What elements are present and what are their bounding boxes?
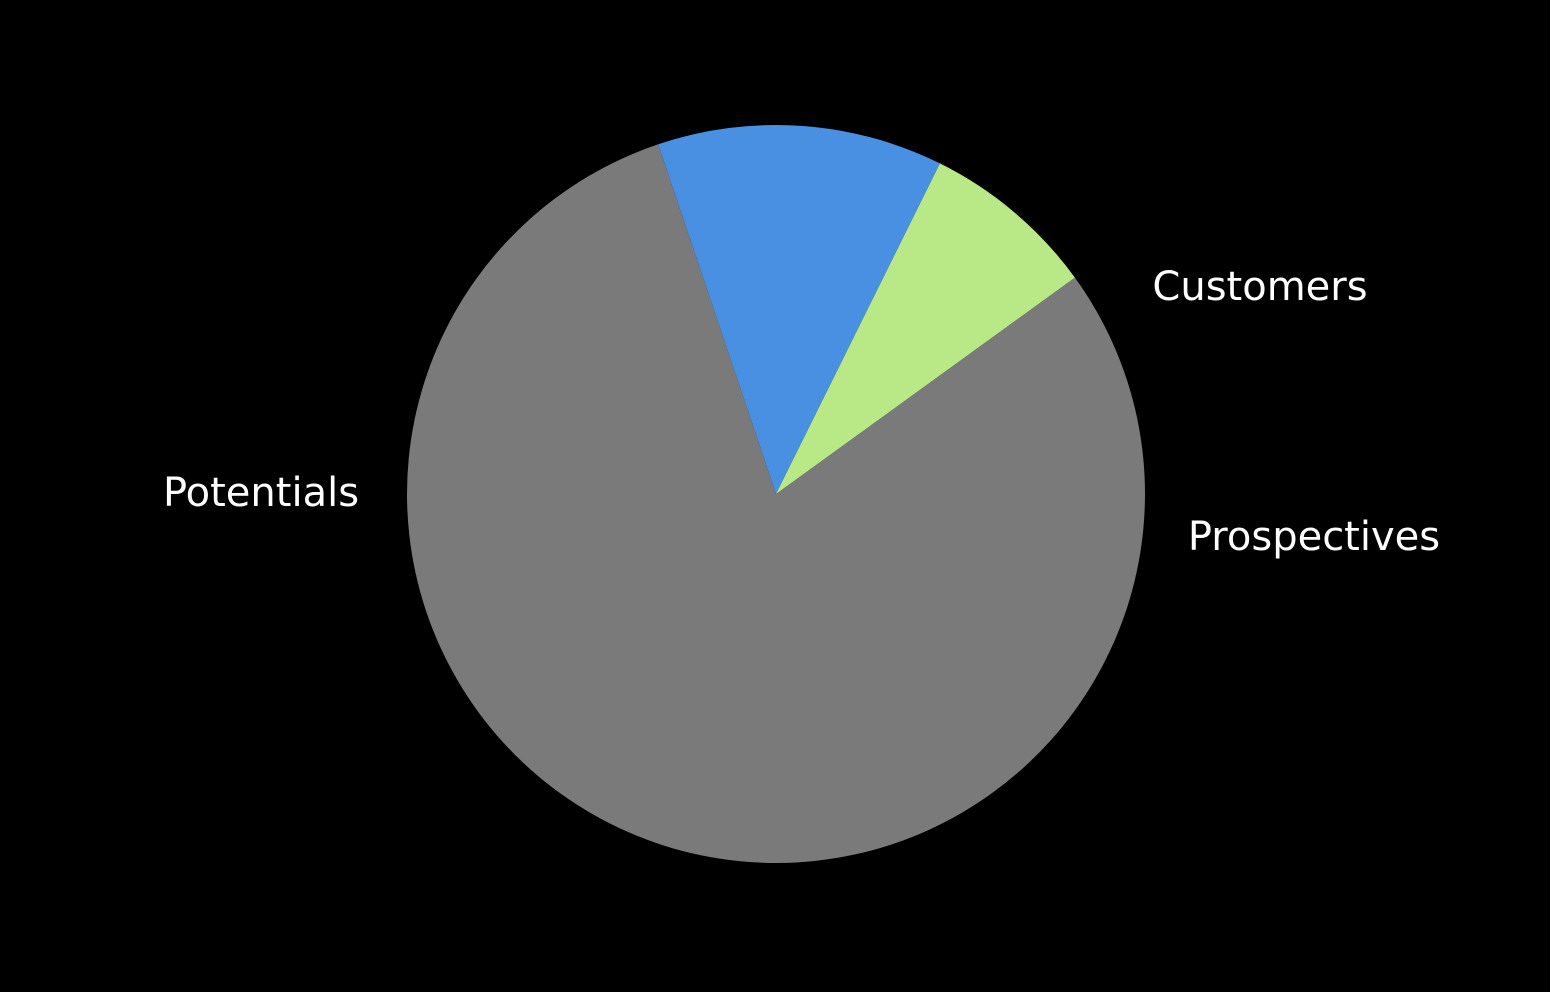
slice-label-potentials: Potentials xyxy=(163,470,359,516)
slice-label-prospectives: Prospectives xyxy=(1188,514,1440,560)
slice-label-customers: Customers xyxy=(1152,264,1367,310)
pie-slices xyxy=(407,125,1145,863)
